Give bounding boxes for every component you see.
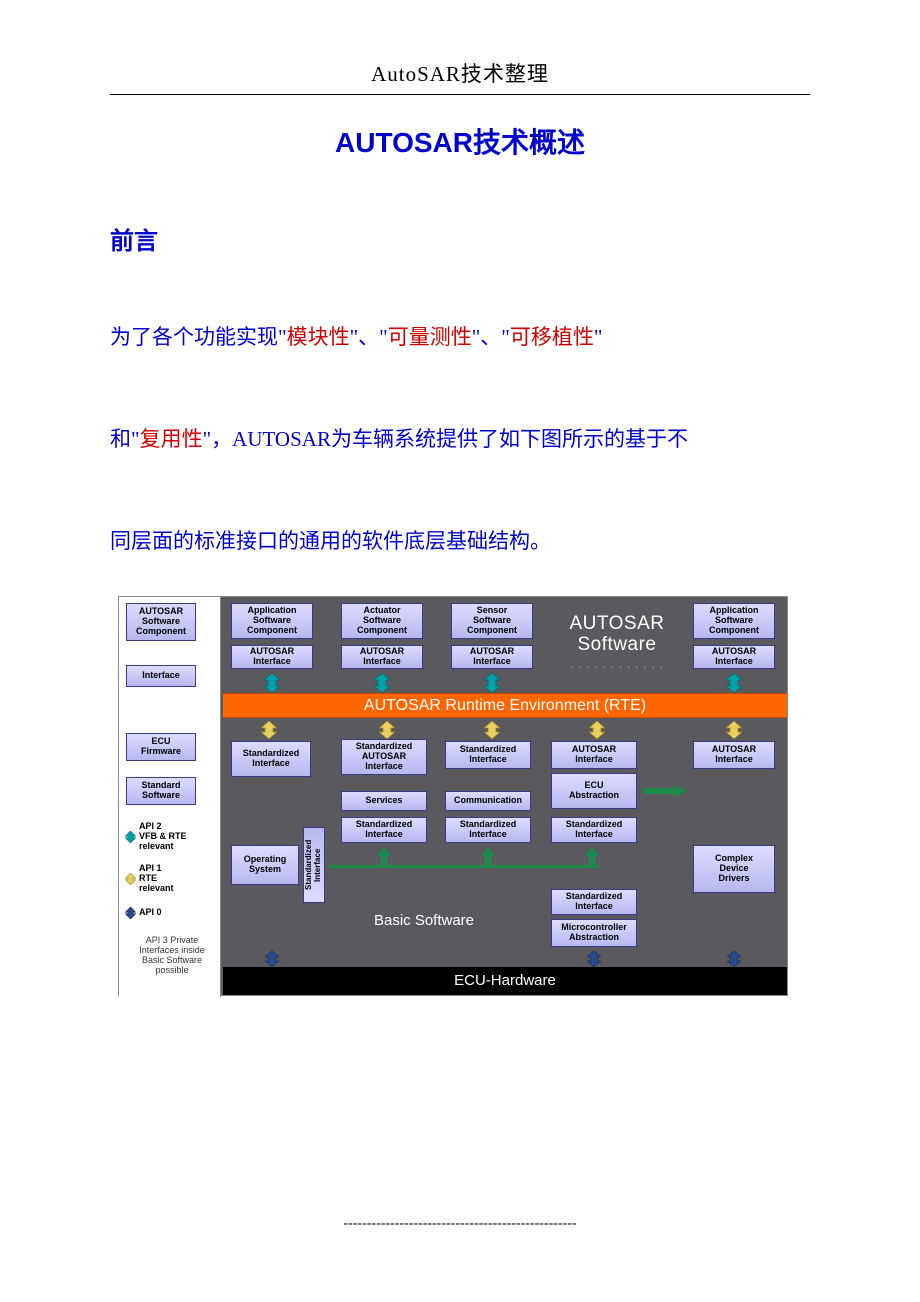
footer-dashes: ----------------------------------------… bbox=[110, 1216, 810, 1232]
box-std-iface-mcu: StandardizedInterface bbox=[551, 889, 637, 915]
arrow-icon bbox=[265, 951, 279, 967]
arrow-icon bbox=[727, 951, 741, 967]
main-title: AUTOSAR技术概述 bbox=[110, 121, 810, 161]
paragraph-2: 和"复用性"，AUTOSAR为车辆系统提供了如下图所示的基于不 bbox=[110, 418, 810, 460]
section-heading: 前言 bbox=[110, 221, 810, 256]
box-communication: Communication bbox=[445, 791, 531, 811]
architecture-diagram: AUTOSARSoftwareComponent Interface ECUFi… bbox=[118, 596, 788, 996]
box-complex-device-drivers: ComplexDeviceDrivers bbox=[693, 845, 775, 893]
autosar-software-label: AUTOSARSoftware bbox=[547, 613, 687, 657]
box-mcu-abstraction: MicrocontrollerAbstraction bbox=[551, 919, 637, 947]
legend-api1: API 1RTErelevant bbox=[125, 863, 215, 895]
box-operating-system: OperatingSystem bbox=[231, 845, 299, 885]
arrow-up-icon bbox=[377, 847, 391, 865]
box-std-autosar-iface: StandardizedAUTOSARInterface bbox=[341, 739, 427, 775]
arrow-icon bbox=[374, 673, 390, 693]
arrow-icon bbox=[726, 721, 742, 739]
box-std-iface-os: StandardizedInterface bbox=[231, 741, 311, 777]
box-services: Services bbox=[341, 791, 427, 811]
box-std-iface-comm2: StandardizedInterface bbox=[445, 817, 531, 843]
box-autosar-swc: AUTOSARSoftwareComponent bbox=[126, 603, 196, 641]
paragraph-1: 为了各个功能实现"模块性"、"可量测性"、"可移植性" bbox=[110, 316, 810, 358]
box-ecu-firmware: ECUFirmware bbox=[126, 733, 196, 761]
ecu-hardware-bar: ECU-Hardware bbox=[223, 967, 787, 995]
rte-bar: AUTOSAR Runtime Environment (RTE) bbox=[223, 693, 787, 718]
arrow-icon bbox=[589, 721, 605, 739]
arrow-icon bbox=[264, 673, 280, 693]
box-interface: Interface bbox=[126, 665, 196, 687]
box-app-swc-2: ApplicationSoftwareComponent bbox=[693, 603, 775, 639]
arrow-icon bbox=[261, 721, 277, 739]
ellipsis-dots: . . . . . . . . . . . . bbox=[551, 659, 683, 671]
legend-api0: API 0 bbox=[125, 905, 215, 921]
box-actuator-swc: ActuatorSoftwareComponent bbox=[341, 603, 423, 639]
box-autosar-iface-cdd: AUTOSARInterface bbox=[693, 741, 775, 769]
box-iface-3: AUTOSARInterface bbox=[451, 645, 533, 669]
legend-api3: API 3 PrivateInterfaces insideBasic Soft… bbox=[123, 931, 221, 981]
box-app-swc-1: ApplicationSoftwareComponent bbox=[231, 603, 313, 639]
arrow-right-icon bbox=[643, 785, 687, 797]
box-iface-4: AUTOSARInterface bbox=[693, 645, 775, 669]
box-ecu-abstraction: ECUAbstraction bbox=[551, 773, 637, 809]
arrow-icon bbox=[726, 673, 742, 693]
box-std-iface-svc: StandardizedInterface bbox=[341, 817, 427, 843]
connector-line bbox=[329, 865, 599, 868]
paragraph-3: 同层面的标准接口的通用的软件底层基础结构。 bbox=[110, 520, 810, 562]
legend-api2: API 2VFB & RTErelevant bbox=[125, 821, 215, 853]
box-standard-software: StandardSoftware bbox=[126, 777, 196, 805]
arrow-up-icon bbox=[481, 847, 495, 865]
arrow-icon bbox=[484, 721, 500, 739]
arrow-icon bbox=[484, 673, 500, 693]
box-std-iface-comm: StandardizedInterface bbox=[445, 741, 531, 769]
box-vert-std-iface: StandardizedInterface bbox=[303, 827, 325, 903]
basic-software-label: Basic Software bbox=[339, 909, 509, 933]
box-iface-2: AUTOSARInterface bbox=[341, 645, 423, 669]
arrow-icon bbox=[379, 721, 395, 739]
box-sensor-swc: SensorSoftwareComponent bbox=[451, 603, 533, 639]
arrow-icon bbox=[587, 951, 601, 967]
box-autosar-iface-ecu: AUTOSARInterface bbox=[551, 741, 637, 769]
box-iface-1: AUTOSARInterface bbox=[231, 645, 313, 669]
arrow-up-icon bbox=[585, 847, 599, 865]
box-std-iface-ecu: StandardizedInterface bbox=[551, 817, 637, 843]
page-header: AutoSAR技术整理 bbox=[110, 58, 810, 95]
